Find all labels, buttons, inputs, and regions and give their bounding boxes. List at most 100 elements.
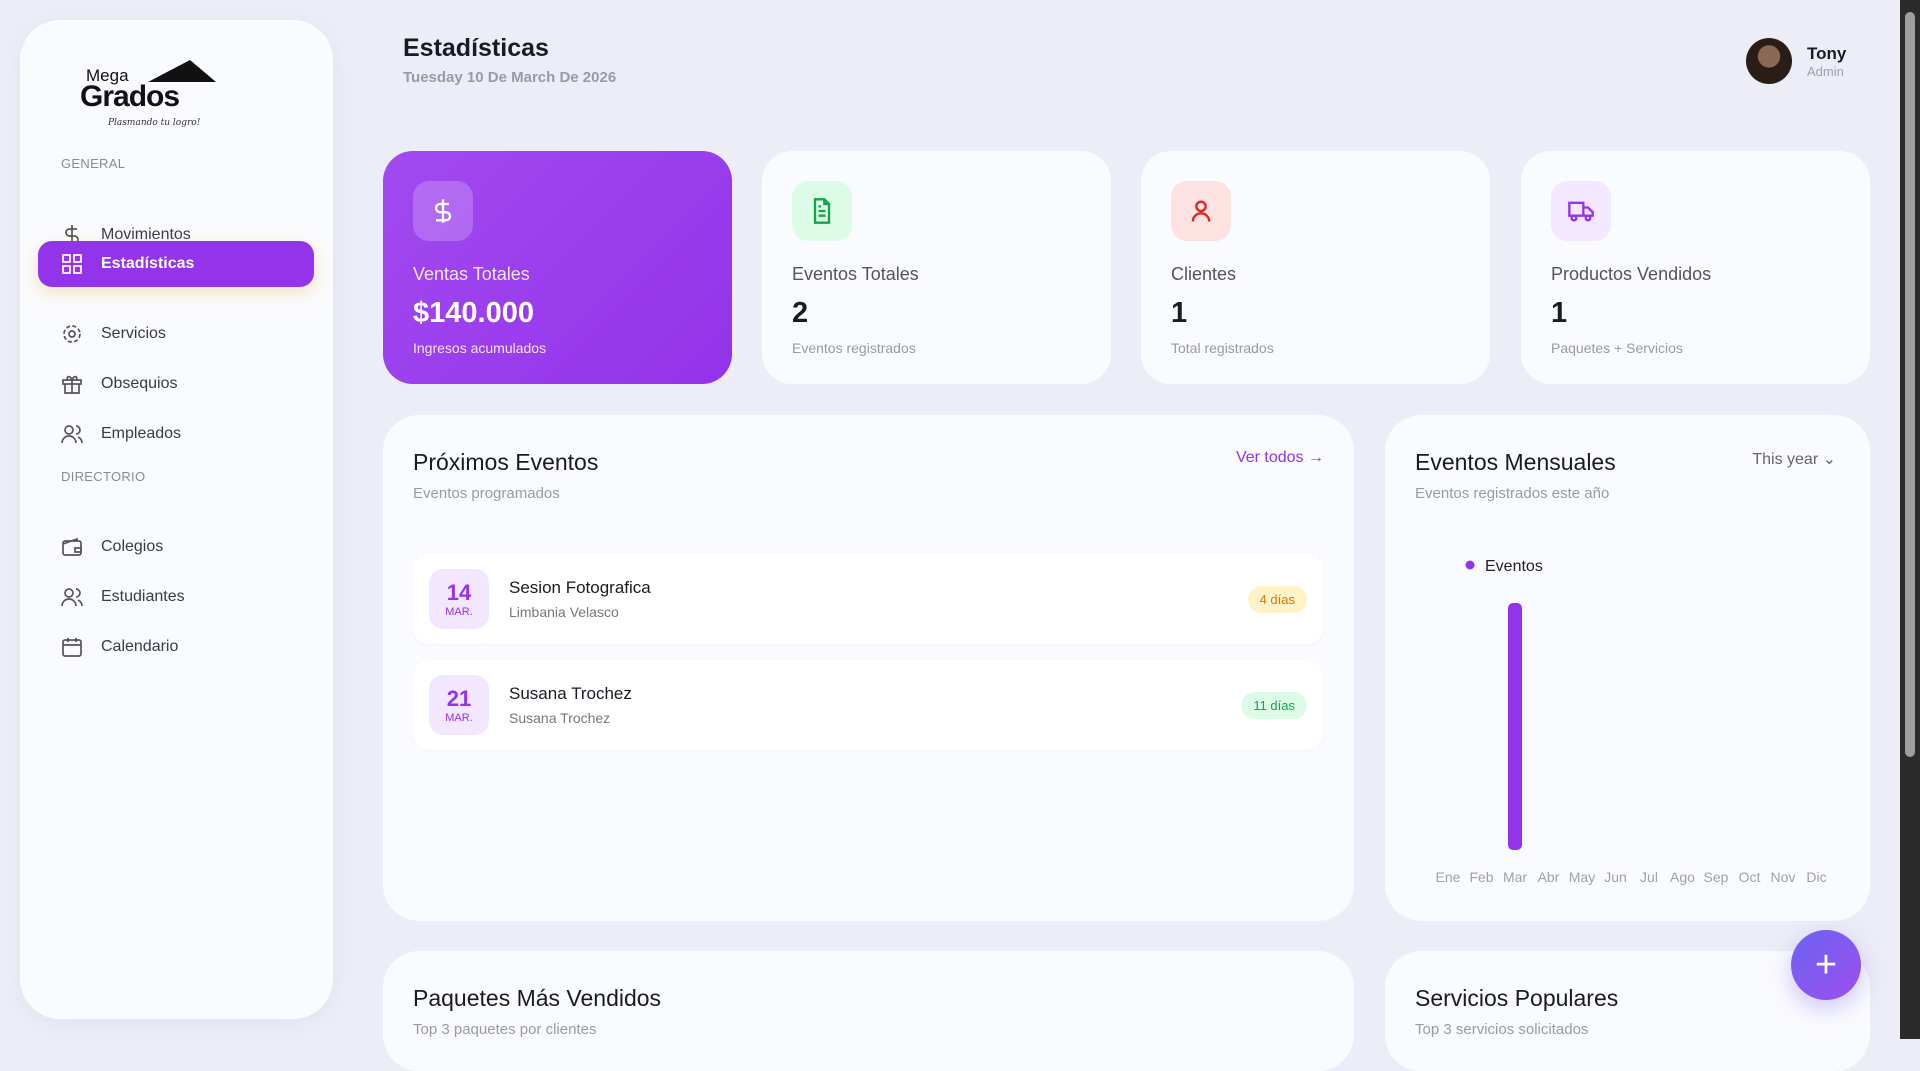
x-tick-label: Feb	[1469, 869, 1493, 885]
legend-marker	[1465, 560, 1475, 570]
upcoming-events-panel: Próximos Eventos Eventos programados Ver…	[383, 415, 1354, 921]
x-tick-label: Abr	[1538, 869, 1560, 885]
section-general: GENERAL	[61, 156, 126, 171]
stat-value: 1	[1171, 297, 1188, 329]
event-month: MAR.	[445, 606, 473, 618]
sidebar-item-servicios[interactable]: Servicios	[38, 311, 314, 357]
chevron-down-icon: ⌄	[1822, 451, 1836, 468]
sidebar-item-label: Empleados	[101, 425, 182, 442]
event-day: 14	[446, 580, 472, 605]
stat-sub: Ingresos acumulados	[413, 340, 547, 356]
stat-sub: Eventos registrados	[792, 340, 916, 356]
stat-label: Productos Vendidos	[1551, 264, 1712, 284]
logo-grados: Grados	[80, 80, 180, 113]
stat-card-eventos: Eventos Totales 2 Eventos registrados	[762, 151, 1111, 384]
document-icon	[792, 181, 852, 241]
sidebar: Mega Grados Plasmando tu logro! GENERAL …	[20, 20, 333, 1019]
stat-label: Clientes	[1171, 264, 1237, 284]
sidebar-item-calendario[interactable]: Calendario	[38, 624, 314, 670]
x-tick-label: Ene	[1436, 869, 1461, 885]
x-tick-label: Sep	[1704, 869, 1729, 885]
event-client: Limbania Velasco	[509, 604, 619, 620]
legend-label: Eventos	[1485, 558, 1543, 575]
stat-card-productos: Productos Vendidos 1 Paquetes + Servicio…	[1521, 151, 1870, 384]
event-item[interactable]: 21 MAR. Susana Trochez Susana Trochez 11 d…	[413, 660, 1323, 750]
monthly-chart: Eventos Ene Feb Mar Abr May Jun Jul Ago Sep Oct Nov…	[1436, 558, 1827, 885]
x-tick-label: Jun	[1604, 869, 1627, 885]
scrollbar[interactable]	[1900, 0, 1920, 1039]
panel-title: Paquetes Más Vendidos	[413, 985, 662, 1011]
period-select[interactable]: This year ⌄	[1752, 449, 1836, 469]
event-day: 21	[446, 686, 472, 711]
stat-sub: Paquetes + Servicios	[1551, 340, 1683, 356]
panel-title: Próximos Eventos	[413, 449, 599, 475]
top-packages-panel: Paquetes Más Vendidos Top 3 paquetes por…	[383, 951, 1354, 1071]
x-tick-label: Mar	[1503, 869, 1527, 885]
sidebar-item-empleados[interactable]: Empleados	[38, 411, 314, 457]
sidebar-item-label: Movimientos	[101, 226, 191, 243]
panel-subtitle: Top 3 servicios solicitados	[1415, 1021, 1589, 1038]
user-menu[interactable]: Tony Admin	[1746, 38, 1846, 84]
view-all-link[interactable]: Ver todos →	[1235, 449, 1324, 466]
stat-card-ventas: Ventas Totales $140.000 Ingresos acumula…	[383, 151, 732, 384]
panel-subtitle: Eventos programados	[413, 485, 560, 502]
add-button[interactable]: +	[1791, 930, 1861, 1000]
panel-title: Servicios Populares	[1415, 985, 1619, 1011]
x-tick-label: Jul	[1640, 869, 1658, 885]
x-tick-label: Nov	[1771, 869, 1796, 885]
page-title: Estadísticas	[403, 34, 549, 62]
bar-Mar	[1508, 603, 1522, 850]
logo-tagline: Plasmando tu logro!	[108, 118, 201, 128]
page-date: Tuesday 10 De March De 2026	[403, 69, 617, 86]
sidebar-item-label: Estudiantes	[101, 588, 185, 605]
event-client: Susana Trochez	[509, 710, 611, 726]
gift-icon	[62, 375, 82, 394]
x-tick-label: Dic	[1806, 869, 1826, 885]
stat-value: 2	[792, 297, 809, 329]
avatar	[1746, 38, 1792, 84]
panel-title: Eventos Mensuales	[1415, 449, 1616, 475]
event-month: MAR.	[445, 712, 473, 724]
panel-subtitle: Top 3 paquetes por clientes	[413, 1021, 597, 1038]
gear-icon	[63, 325, 81, 343]
sidebar-item-obsequios[interactable]: Obsequios	[38, 361, 314, 407]
stat-value: $140.000	[413, 297, 534, 329]
logo[interactable]: Mega Grados Plasmando tu logro!	[60, 56, 225, 128]
sidebar-item-label: Obsequios	[101, 375, 178, 392]
scrollbar-thumb[interactable]	[1905, 12, 1915, 757]
user-role: Admin	[1807, 63, 1844, 79]
user-name: Tony	[1807, 43, 1847, 63]
wallet-icon	[62, 537, 82, 556]
graduation-cap-icon	[147, 60, 225, 82]
sidebar-item-label: Colegios	[101, 538, 164, 555]
event-name: Susana Trochez	[509, 684, 632, 703]
users-icon	[61, 425, 83, 444]
user-icon	[1171, 181, 1231, 241]
stat-sub: Total registrados	[1171, 340, 1274, 356]
sidebar-item-estadisticas[interactable]: Estadísticas	[38, 241, 314, 287]
panel-subtitle: Eventos registrados este año	[1415, 485, 1610, 502]
event-name: Sesion Fotografica	[509, 578, 651, 597]
section-directorio: DIRECTORIO	[61, 469, 146, 484]
sidebar-item-label: Servicios	[101, 325, 166, 342]
sidebar-item-label: Calendario	[101, 638, 179, 655]
x-tick-label: Ago	[1670, 869, 1695, 885]
dollar-icon	[413, 181, 473, 241]
stat-value: 1	[1551, 297, 1568, 329]
sidebar-item-estudiantes[interactable]: Estudiantes	[38, 574, 314, 620]
event-date: 21 MAR.	[429, 675, 489, 735]
stat-label: Eventos Totales	[792, 264, 919, 284]
monthly-events-panel: Eventos Mensuales Eventos registrados es…	[1385, 415, 1870, 921]
days-badge: 4 días	[1247, 585, 1307, 613]
grid-icon	[62, 254, 82, 274]
period-select-value: This year	[1752, 451, 1819, 468]
logo-mega: Mega	[86, 66, 129, 85]
truck-icon	[1551, 181, 1611, 241]
event-item[interactable]: 14 MAR. Sesion Fotografica Limbania Velasc…	[413, 554, 1323, 644]
x-tick-label: May	[1569, 869, 1595, 885]
sidebar-item-label: Estadísticas	[101, 255, 195, 272]
x-tick-label: Oct	[1739, 869, 1761, 885]
days-badge: 11 días	[1241, 691, 1307, 719]
event-date: 14 MAR.	[429, 569, 489, 629]
sidebar-item-colegios[interactable]: Colegios	[38, 524, 314, 570]
